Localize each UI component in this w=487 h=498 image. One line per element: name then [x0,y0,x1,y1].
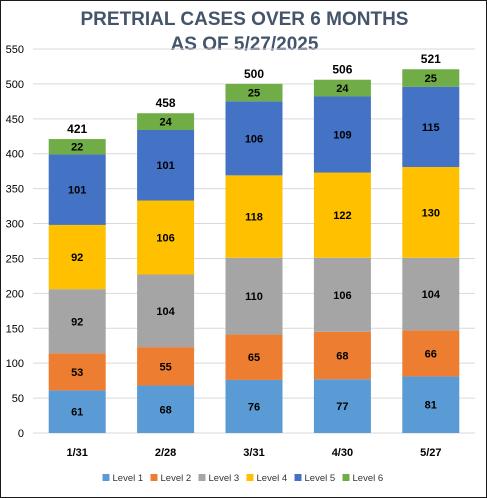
x-tick-label: 1/31 [66,447,87,459]
data-label: 24 [336,83,349,95]
bar-segment-level-6 [313,79,371,97]
legend-label: Level 4 [257,473,288,484]
x-tick-label: 4/30 [332,447,353,459]
data-label: 55 [159,361,171,373]
data-label: 92 [71,252,83,264]
x-tick-label: 2/28 [155,447,176,459]
data-label: 106 [333,290,351,302]
bar-segment-level-5 [313,96,371,173]
data-label: 81 [425,400,437,412]
bar-segment-level-2 [313,331,371,380]
y-tick-label: 200 [6,288,24,300]
bar-segment-level-6 [48,139,106,155]
legend-swatch [342,474,350,481]
bar-segment-level-2 [225,334,283,380]
data-label: 61 [71,407,83,419]
legend-label: Level 2 [161,473,192,484]
bar-segment-level-1 [225,379,283,433]
total-label: 500 [244,67,264,81]
bar-segment-level-3 [313,257,371,332]
y-tick-label: 450 [6,114,24,126]
chart-title: PRETRIAL CASES OVER 6 MONTHS AS OF 5/27/… [1,7,486,57]
bar-segment-level-5 [225,101,283,176]
y-tick-label: 500 [6,79,24,91]
data-label: 101 [68,185,86,197]
bar-segment-level-2 [137,347,195,386]
bar-segment-level-6 [137,113,195,130]
total-label: 506 [332,63,352,77]
data-label: 68 [336,351,348,363]
bar-segment-level-2 [402,330,460,377]
data-label: 101 [156,160,174,172]
y-tick-label: 350 [6,184,24,196]
total-label: 458 [156,96,176,110]
data-label: 104 [422,289,441,301]
bar-segment-level-1 [402,376,460,433]
y-tick-label: 550 [6,44,24,56]
y-tick-label: 0 [18,428,24,440]
data-label: 109 [333,130,351,142]
legend-swatch [246,474,254,481]
data-label: 68 [159,404,171,416]
bar-segment-level-5 [48,154,106,225]
bar-segment-level-3 [137,274,195,348]
total-label: 521 [421,52,441,66]
data-label: 66 [425,348,437,360]
legend-swatch [294,474,302,481]
x-tick-label: 3/31 [243,447,264,459]
y-tick-label: 250 [6,253,24,265]
bar-segment-level-1 [48,390,106,433]
bar-segment-level-4 [48,224,106,290]
bar-segment-level-2 [48,353,106,391]
y-tick-label: 100 [6,358,24,370]
legend-swatch [102,474,110,481]
bar-segment-level-4 [313,172,371,258]
data-label: 106 [156,233,174,245]
chart-title-line-1: PRETRIAL CASES OVER 6 MONTHS [80,9,409,30]
bar-segment-level-4 [402,166,460,258]
data-label: 115 [422,122,440,134]
bar-segment-level-5 [137,129,195,201]
data-label: 77 [336,401,348,413]
data-label: 25 [248,88,260,100]
total-label: 421 [67,122,87,136]
data-label: 76 [248,401,260,413]
y-tick-label: 150 [6,323,24,335]
data-label: 118 [245,212,263,224]
bar-segment-level-6 [402,69,460,87]
data-label: 106 [245,133,263,145]
data-label: 92 [71,316,83,328]
data-label: 24 [159,117,172,129]
bar-segment-level-3 [402,257,460,331]
bar-segment-level-4 [137,200,195,275]
data-label: 130 [422,207,440,219]
bar-segment-level-3 [225,257,283,335]
y-tick-label: 400 [6,149,24,161]
bar-segment-level-6 [225,83,283,102]
legend-label: Level 6 [353,473,384,484]
legend-label: Level 1 [113,473,144,484]
legend-swatch [198,474,206,481]
legend-label: Level 3 [209,473,240,484]
data-label: 22 [71,142,83,154]
bar-segment-level-1 [313,379,371,433]
bar-segment-level-1 [137,385,195,433]
x-tick-label: 5/27 [420,447,441,459]
chart-title-line-2: AS OF 5/27/2025 [170,34,319,55]
data-label: 25 [425,73,437,85]
y-tick-label: 50 [12,393,24,405]
data-label: 65 [248,352,260,364]
data-label: 122 [333,210,351,222]
data-label: 104 [156,306,175,318]
legend-swatch [150,474,158,481]
bar-segment-level-5 [402,86,460,167]
legend-label: Level 5 [305,473,336,484]
data-label: 110 [245,291,263,303]
bar-segment-level-4 [225,175,283,258]
data-label: 53 [71,367,83,379]
y-tick-label: 300 [6,219,24,231]
bar-segment-level-3 [48,289,106,354]
